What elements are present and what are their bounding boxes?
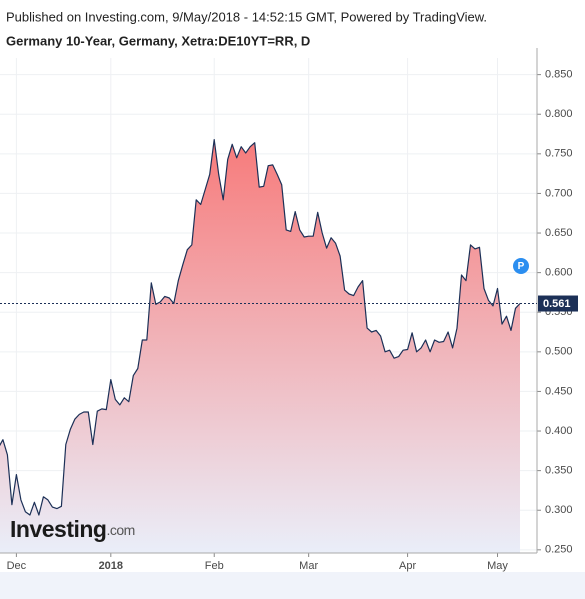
x-tick-label: Feb [205, 560, 224, 572]
y-tick-label: 0.250 [545, 544, 573, 556]
logo-suffix: .com [106, 522, 134, 538]
y-tick-label: 0.750 [545, 148, 573, 160]
y-tick-label: 0.300 [545, 504, 573, 516]
y-tick-label: 0.600 [545, 267, 573, 279]
x-tick-label: Dec [7, 560, 27, 572]
logo: Investing.com [10, 516, 135, 542]
plot: 0.2500.3000.3500.4000.4500.5000.5500.600… [0, 48, 578, 572]
y-tick-label: 0.400 [545, 425, 573, 437]
price-line [0, 139, 521, 516]
published-note: Published on Investing.com, 9/May/2018 -… [6, 9, 487, 24]
y-tick-label: 0.700 [545, 187, 573, 199]
x-tick-label: Apr [399, 560, 416, 572]
last-value-box [538, 295, 578, 312]
y-tick-label: 0.850 [545, 69, 573, 81]
y-tick-label: 0.500 [545, 346, 573, 358]
marker-badge [513, 258, 529, 274]
logo-name: Investing [10, 516, 106, 542]
symbol-title: Germany 10-Year, Germany, Xetra:DE10YT=R… [6, 33, 310, 48]
x-tick-label: 2018 [99, 560, 123, 572]
y-tick-label: 0.650 [545, 227, 573, 239]
y-tick-label: 0.800 [545, 108, 573, 120]
footer-strip [0, 572, 585, 599]
y-tick-label: 0.450 [545, 385, 573, 397]
x-tick-label: Mar [299, 560, 318, 572]
marker-label: P [518, 261, 525, 272]
y-tick-label: 0.350 [545, 465, 573, 477]
area-fill [0, 139, 520, 553]
x-tick-label: May [487, 560, 508, 572]
last-value-label: 0.561 [543, 298, 571, 310]
